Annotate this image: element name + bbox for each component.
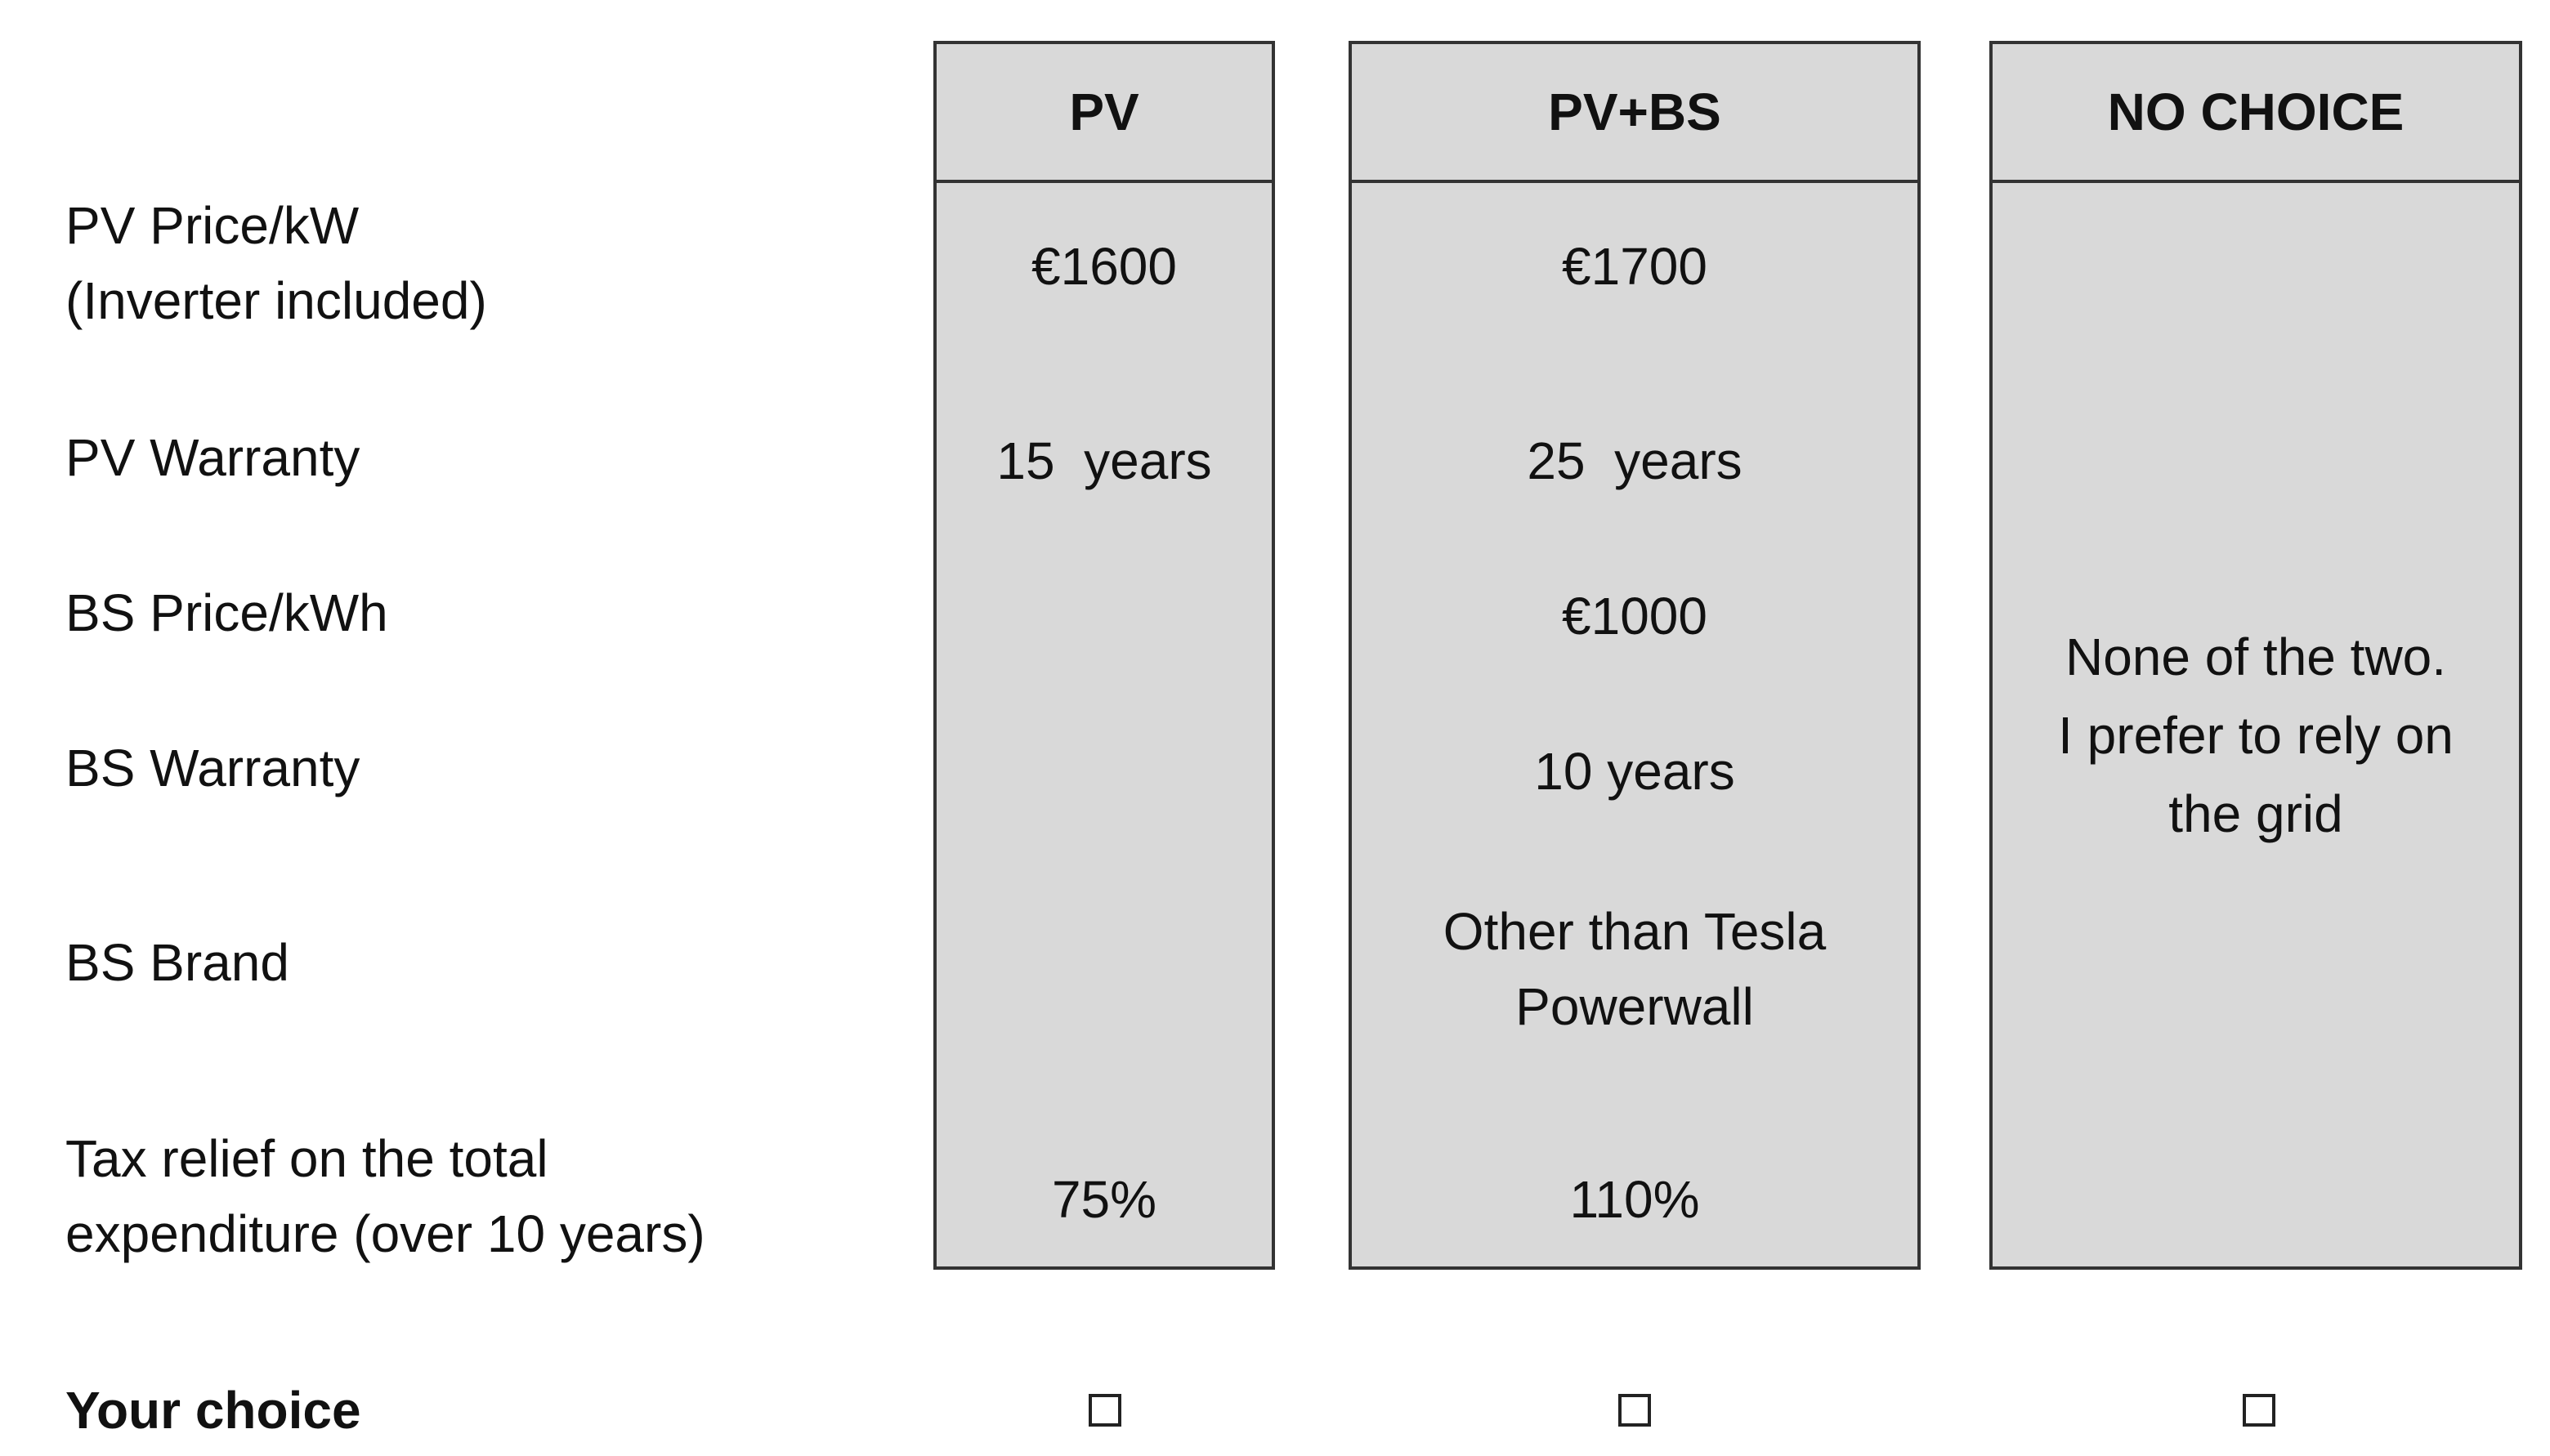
no-choice-text-line3: the grid bbox=[2168, 784, 2343, 843]
pv-warranty-value: 15 years bbox=[996, 431, 1212, 490]
label-bs-price: BS Price/kWh bbox=[65, 583, 388, 642]
pv-bs-pv-price-value: €1700 bbox=[1562, 237, 1707, 296]
column-pv: PV €1600 15 years 75% bbox=[933, 41, 1275, 1270]
label-pv-price: PV Price/kW (Inverter included) bbox=[65, 188, 487, 338]
label-pv-warranty: PV Warranty bbox=[65, 428, 360, 487]
label-pv-price-line2: (Inverter included) bbox=[65, 271, 487, 330]
column-pv-header: PV bbox=[937, 44, 1272, 183]
label-tax-relief-line2: expenditure (over 10 years) bbox=[65, 1204, 705, 1263]
choice-checkbox-pv-bs[interactable] bbox=[1618, 1394, 1651, 1427]
pv-tax-relief-value: 75% bbox=[1051, 1170, 1157, 1229]
label-pv-price-line1: PV Price/kW bbox=[65, 196, 360, 255]
choice-checkbox-no-choice[interactable] bbox=[2243, 1394, 2275, 1427]
pv-bs-bs-brand-line1: Other than Tesla bbox=[1443, 902, 1827, 961]
pv-bs-bs-brand-line2: Powerwall bbox=[1515, 977, 1754, 1036]
no-choice-text: None of the two. I prefer to rely on the… bbox=[1993, 618, 2519, 853]
column-pv-bs: PV+BS €1700 25 years €1000 10 years Othe… bbox=[1349, 41, 1921, 1270]
pv-bs-bs-warranty-value: 10 years bbox=[1534, 742, 1735, 801]
pv-bs-bs-brand-value: Other than Tesla Powerwall bbox=[1352, 894, 1917, 1044]
no-choice-text-line2: I prefer to rely on bbox=[2058, 706, 2454, 765]
label-your-choice: Your choice bbox=[65, 1381, 361, 1440]
pv-bs-pv-warranty-value: 25 years bbox=[1527, 431, 1742, 490]
column-no-choice-header: NO CHOICE bbox=[1993, 44, 2519, 183]
no-choice-text-line1: None of the two. bbox=[2065, 628, 2447, 686]
column-no-choice: NO CHOICE None of the two. I prefer to r… bbox=[1989, 41, 2522, 1270]
pv-price-value: €1600 bbox=[1031, 237, 1177, 296]
label-bs-brand: BS Brand bbox=[65, 933, 289, 992]
column-pv-bs-header: PV+BS bbox=[1352, 44, 1917, 183]
label-tax-relief-line1: Tax relief on the total bbox=[65, 1129, 548, 1188]
choice-checkbox-pv[interactable] bbox=[1089, 1394, 1121, 1427]
pv-bs-tax-relief-value: 110% bbox=[1569, 1170, 1700, 1229]
pv-bs-bs-price-value: €1000 bbox=[1562, 587, 1707, 645]
label-tax-relief: Tax relief on the total expenditure (ove… bbox=[65, 1121, 705, 1271]
label-bs-warranty: BS Warranty bbox=[65, 739, 360, 797]
